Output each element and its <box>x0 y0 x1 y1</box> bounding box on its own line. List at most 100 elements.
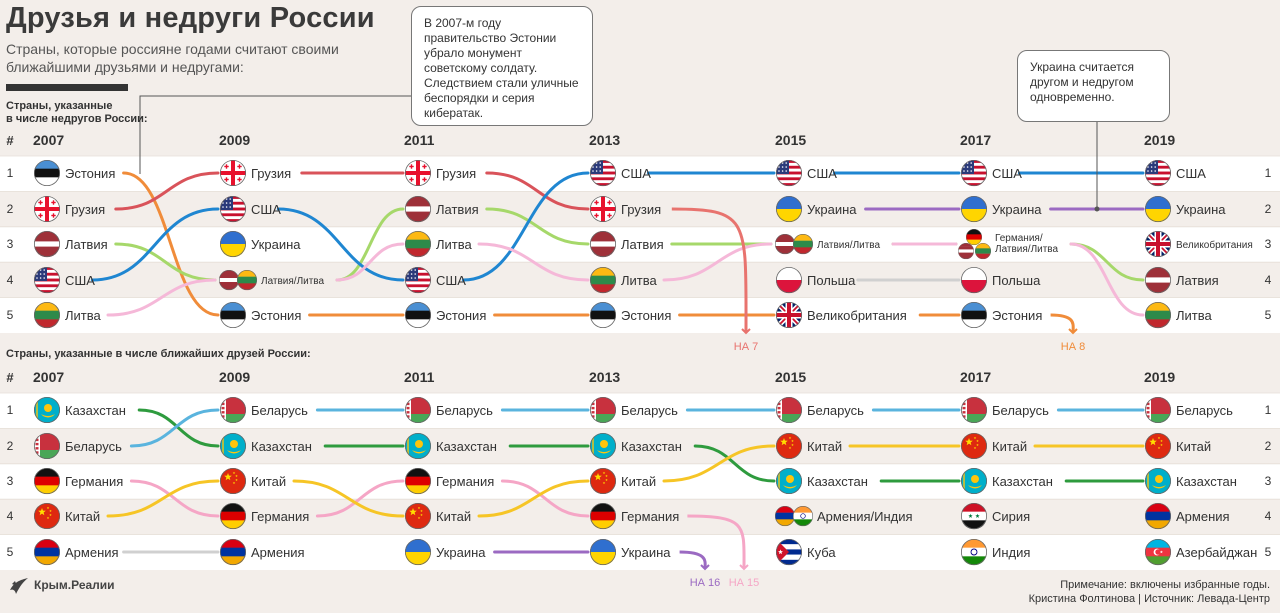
rank-lines <box>90 171 1145 554</box>
rank-number-right: 4 <box>1265 509 1272 523</box>
rank-line-США <box>276 207 405 282</box>
estonia-flag-icon <box>589 301 617 329</box>
country-label: Германия/ <box>995 233 1043 244</box>
country-node: Германия/Латвия/Литва <box>957 228 1059 260</box>
country-node: Армения/Индия <box>774 505 913 527</box>
country-node: Казахстан <box>1144 467 1237 495</box>
country-label: Эстония <box>621 308 671 323</box>
country-node: США <box>1144 159 1206 187</box>
usa-flag-icon <box>960 159 988 187</box>
country-node: Латвия <box>404 195 479 223</box>
country-label: Польша <box>992 273 1041 288</box>
country-label: Беларусь <box>1176 403 1233 418</box>
usa-flag-icon <box>33 266 61 294</box>
country-label: Германия <box>436 474 494 489</box>
country-label: Китай <box>1176 439 1211 454</box>
country-node: Беларусь <box>219 396 308 424</box>
country-label: Грузия <box>65 202 105 217</box>
rank-number-right: 3 <box>1265 474 1272 488</box>
ukraine-flag-icon <box>589 538 617 566</box>
country-node: Сирия <box>960 502 1030 530</box>
country-node: Беларусь <box>404 396 493 424</box>
latvia-flag-icon <box>404 195 432 223</box>
ukraine-flag-icon <box>1144 195 1172 223</box>
country-label: Куба <box>807 545 836 560</box>
rank-number-right: 2 <box>1265 439 1272 453</box>
estonia-flag-icon <box>404 301 432 329</box>
row-stripes <box>0 155 1280 570</box>
rank-line-Германия <box>129 479 220 518</box>
country-label: Литва <box>1176 308 1213 323</box>
country-node: США <box>33 266 95 294</box>
country-label: Германия <box>65 474 123 489</box>
kazakhstan-flag-icon <box>1144 467 1172 495</box>
country-label: Украина <box>251 237 301 252</box>
country-label: Великобритания <box>1176 239 1253 251</box>
country-node: Германия <box>219 502 309 530</box>
country-label: Китай <box>436 509 471 524</box>
rank-header: # <box>6 370 14 385</box>
rank-line-Германия <box>315 479 405 518</box>
country-node: Латвия <box>33 230 108 258</box>
drop-line-Грузия <box>671 207 748 334</box>
poland-flag-icon <box>960 266 988 294</box>
country-node: Литва <box>1144 301 1213 329</box>
estonia-flag-icon <box>219 301 247 329</box>
rank-line-Китай <box>662 444 776 483</box>
country-node: Китай <box>33 502 100 530</box>
rank-number-left: 3 <box>7 237 14 251</box>
lithuania-flag-icon <box>1144 301 1172 329</box>
rank-line-Литва <box>662 242 773 282</box>
country-label: Украина <box>807 202 857 217</box>
drop-line-Германия <box>687 514 746 570</box>
syria-flag-icon <box>960 502 988 530</box>
country-node: Китай <box>219 467 286 495</box>
ukraine-callout: Украина считается другом и недругом одно… <box>1017 50 1170 122</box>
belarus-flag-icon <box>1144 396 1172 424</box>
ukraine-flag-icon <box>775 195 803 223</box>
lithuania-flag-icon <box>589 266 617 294</box>
china-flag-icon <box>33 502 61 530</box>
country-node: Эстония <box>589 301 671 329</box>
kazakhstan-flag-icon <box>960 467 988 495</box>
country-node: Казахстан <box>219 432 312 460</box>
country-label: Китай <box>621 474 656 489</box>
country-label: Беларусь <box>807 403 864 418</box>
country-label: Литва <box>65 308 102 323</box>
country-node: Армения <box>33 538 119 566</box>
georgia-flag-icon <box>404 159 432 187</box>
enemies-label-line-2: в числе недругов России: <box>6 113 148 125</box>
country-node: Украина <box>219 230 301 258</box>
country-node: Казахстан <box>960 467 1053 495</box>
belarus-flag-icon <box>219 396 247 424</box>
belarus-flag-icon <box>589 396 617 424</box>
rank-line-Германия <box>500 479 590 518</box>
footnote-source: Источник: Левада-Центр <box>1144 593 1270 605</box>
year-header-2013: 2013 <box>589 132 620 148</box>
rank-line-Казахстан <box>137 408 220 448</box>
usa-flag-icon <box>775 159 803 187</box>
country-label: Азербайджан <box>1176 545 1257 560</box>
ukraine-callout-dot <box>1094 206 1100 212</box>
country-node: Казахстан <box>404 432 497 460</box>
germany-flag-icon <box>589 502 617 530</box>
rank-line-Китай <box>106 479 220 518</box>
country-node: Куба <box>775 538 836 566</box>
rank-number-left: 3 <box>7 474 14 488</box>
country-label: Украина <box>992 202 1042 217</box>
country-label: Беларусь <box>65 439 122 454</box>
year-header-2019: 2019 <box>1144 369 1175 385</box>
belarus-flag-icon <box>33 432 61 460</box>
rank-line-Грузия <box>114 171 220 211</box>
country-node: Литва <box>589 266 658 294</box>
poland-flag-icon <box>775 266 803 294</box>
usa-flag-icon <box>589 159 617 187</box>
country-node: Германия <box>589 502 679 530</box>
china-flag-icon <box>404 502 432 530</box>
rank-number-right: 1 <box>1265 166 1272 180</box>
off-chart-label: НА 15 <box>729 577 760 589</box>
brand-logo: Крым.Реалии <box>8 574 115 596</box>
year-header-2011: 2011 <box>404 369 435 385</box>
country-label: Армения <box>65 545 119 560</box>
rank-number-right: 2 <box>1265 202 1272 216</box>
